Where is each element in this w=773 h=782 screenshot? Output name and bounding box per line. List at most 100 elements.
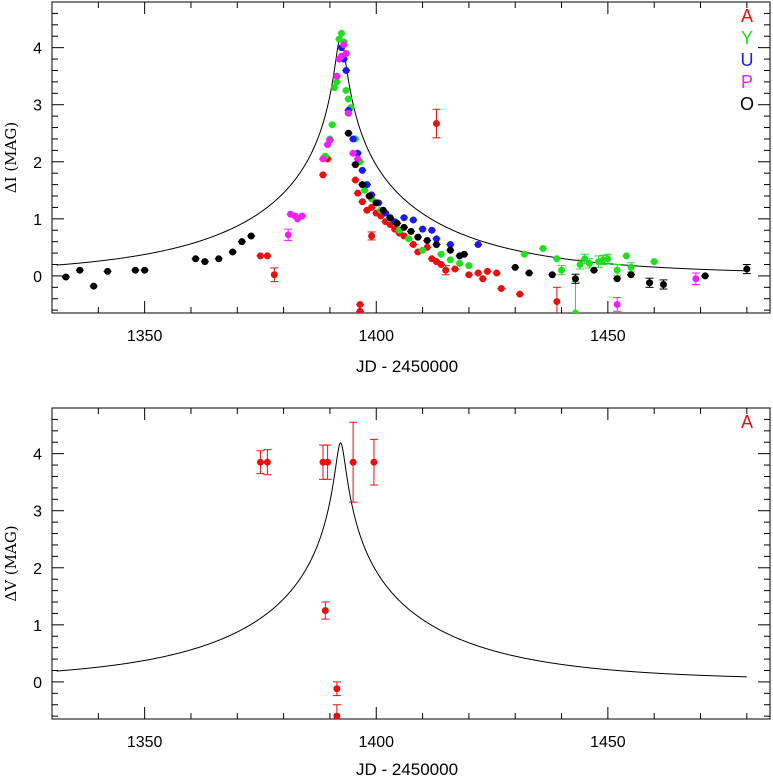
data-point	[743, 265, 751, 273]
data-point	[446, 256, 454, 264]
data-point	[493, 269, 501, 277]
data-point	[428, 226, 436, 234]
data-point	[613, 300, 621, 308]
data-point	[342, 86, 350, 94]
data-point	[349, 149, 357, 157]
data-point	[192, 255, 200, 263]
data-point	[622, 252, 630, 260]
data-point	[548, 271, 556, 279]
data-point	[409, 216, 417, 224]
data-point	[342, 66, 350, 74]
y-tick-label: 4	[33, 447, 42, 464]
x-tick-label: 1400	[358, 328, 394, 345]
y-tick-label: 1	[33, 212, 42, 229]
data-point	[627, 271, 635, 279]
data-point	[423, 237, 431, 245]
plot-frame	[51, 1, 771, 314]
data-point	[358, 198, 366, 206]
data-point	[465, 271, 473, 279]
data-point	[324, 458, 332, 466]
data-point	[474, 241, 482, 249]
data-point	[520, 250, 528, 258]
data-point	[437, 250, 445, 258]
data-point	[465, 262, 473, 270]
data-point	[442, 266, 450, 274]
data-point	[650, 258, 658, 266]
data-point	[558, 266, 566, 274]
data-point	[525, 269, 533, 277]
data-point	[141, 266, 149, 274]
data-point	[571, 275, 579, 283]
y-tick-label: 0	[33, 675, 42, 692]
data-point	[516, 290, 524, 298]
data-layer	[56, 421, 747, 719]
data-point	[340, 41, 348, 49]
data-point	[298, 212, 306, 220]
data-point	[456, 259, 464, 267]
data-point	[497, 284, 505, 292]
y-tick-label: 3	[33, 98, 42, 115]
data-point	[333, 78, 341, 86]
y-axis-title: ΔI (MAG)	[2, 122, 20, 193]
x-tick-label: 1400	[358, 734, 394, 751]
data-point	[356, 307, 364, 313]
data-point	[604, 255, 612, 263]
data-point	[247, 232, 255, 240]
data-point	[419, 225, 427, 233]
data-point	[701, 272, 709, 280]
data-point	[365, 192, 373, 200]
data-point	[344, 129, 352, 137]
y-tick-label: 2	[33, 561, 42, 578]
data-point	[256, 458, 264, 466]
data-point	[393, 219, 401, 227]
legend-entry-P: P	[741, 72, 753, 92]
data-point	[263, 252, 271, 260]
x-tick-label: 1450	[590, 734, 626, 751]
data-point	[263, 458, 271, 466]
data-point	[405, 235, 413, 243]
data-point	[511, 263, 519, 271]
data-point	[539, 245, 547, 253]
x-tick-label: 1350	[127, 328, 163, 345]
data-point	[437, 260, 445, 268]
data-point	[571, 309, 579, 313]
data-point	[326, 136, 334, 144]
data-point	[483, 267, 491, 275]
data-point	[319, 155, 327, 163]
data-point	[576, 260, 584, 268]
data-point	[238, 238, 246, 246]
model-curve	[56, 442, 747, 678]
data-point	[62, 273, 70, 281]
data-point	[270, 271, 278, 279]
data-layer	[56, 29, 751, 313]
data-point	[354, 189, 362, 197]
x-tick-label: 1350	[127, 734, 163, 751]
data-point	[446, 241, 454, 249]
legend-entry-U: U	[741, 50, 754, 70]
data-point	[319, 171, 327, 179]
y-axis-title: ΔV (MAG)	[2, 525, 20, 601]
legend-entry-A: A	[741, 6, 753, 26]
data-point	[419, 246, 427, 254]
data-point	[358, 166, 366, 174]
data-point	[342, 49, 350, 57]
data-point	[479, 275, 487, 283]
data-point	[409, 241, 417, 249]
data-point	[407, 227, 415, 235]
data-point	[432, 120, 440, 128]
data-point	[256, 252, 264, 260]
data-point	[646, 279, 654, 287]
data-point	[358, 181, 366, 189]
top-panel-i-band: 1350 1400 1450 0 1 2 3 4 JD - 2450000 ΔI (MAG) AYU…	[2, 1, 771, 376]
data-point	[432, 241, 440, 249]
data-point	[474, 269, 482, 277]
data-point	[354, 155, 362, 163]
plot-frame	[51, 407, 771, 720]
data-point	[349, 458, 357, 466]
y-tick-label: 4	[33, 41, 42, 58]
data-point	[351, 176, 359, 184]
data-point	[284, 231, 292, 239]
data-point	[400, 223, 408, 231]
series-A	[256, 421, 378, 719]
